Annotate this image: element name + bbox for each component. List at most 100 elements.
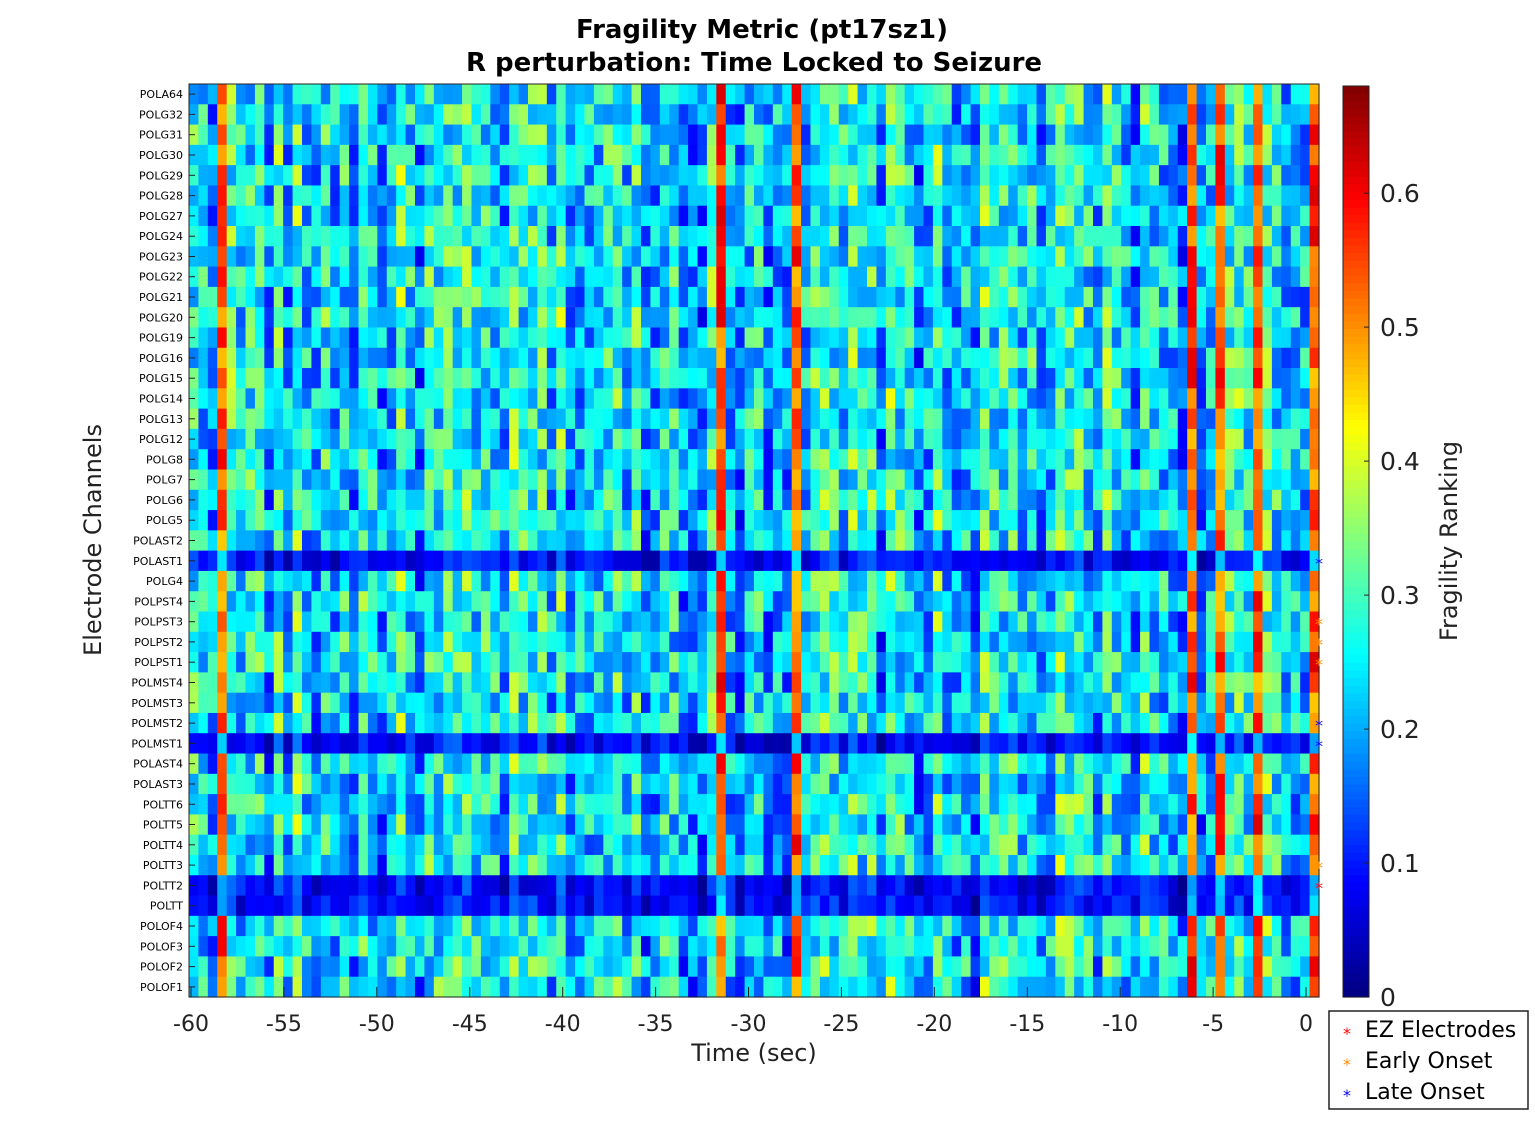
heatmap-cell (565, 368, 576, 389)
heatmap-cell (556, 530, 567, 552)
heatmap-cell (1243, 570, 1254, 592)
heatmap-cell (283, 368, 294, 389)
heatmap-cell (480, 530, 491, 552)
heatmap-cell (612, 712, 623, 734)
heatmap-cell (349, 307, 360, 329)
heatmap-cell (914, 408, 925, 430)
heatmap-cell (499, 773, 510, 795)
heatmap-cell (1140, 753, 1151, 775)
heatmap-cell (1093, 814, 1104, 836)
heatmap-cell (612, 327, 623, 349)
heatmap-cell (961, 834, 972, 856)
heatmap-cell (349, 570, 360, 592)
heatmap-cell (386, 347, 397, 369)
heatmap-cell (556, 652, 567, 673)
heatmap-cell (283, 307, 294, 329)
heatmap-cell (1140, 226, 1151, 247)
heatmap-cell (405, 530, 416, 552)
heatmap-cell (283, 672, 294, 694)
heatmap-cell (980, 611, 991, 633)
heatmap-cell (584, 84, 595, 105)
heatmap-cell (311, 428, 322, 450)
heatmap-cell (415, 631, 426, 653)
heatmap-cell (669, 469, 680, 491)
heatmap-cell (1271, 205, 1282, 227)
heatmap-cell (848, 144, 859, 166)
heatmap-cell (367, 185, 378, 207)
heatmap-cell (358, 266, 369, 288)
heatmap-cell (612, 347, 623, 369)
heatmap-cell (1074, 895, 1085, 917)
heatmap-cell (537, 550, 548, 572)
heatmap-cell (1253, 368, 1264, 389)
heatmap-cell (848, 368, 859, 389)
heatmap-cell (1045, 652, 1056, 673)
heatmap-cell (433, 347, 444, 369)
heatmap-cell (923, 226, 934, 247)
heatmap-cell (857, 591, 868, 613)
heatmap-cell (1045, 834, 1056, 856)
heatmap-cell (857, 692, 868, 714)
heatmap-cell (650, 631, 661, 653)
heatmap-cell (631, 875, 642, 897)
heatmap-cell (584, 895, 595, 917)
heatmap-cell (989, 428, 1000, 450)
heatmap-cell (556, 753, 567, 775)
heatmap-cell (754, 814, 765, 836)
heatmap-cell (377, 773, 388, 795)
heatmap-cell (989, 834, 1000, 856)
heatmap-cell (556, 733, 567, 755)
heatmap-cell (1262, 144, 1273, 166)
heatmap-cell (1008, 712, 1019, 734)
heatmap-cell (1083, 388, 1094, 410)
heatmap-cell (1158, 530, 1169, 552)
heatmap-cell (452, 915, 463, 937)
heatmap-cell (1149, 124, 1160, 146)
heatmap-cell (518, 652, 529, 673)
heatmap-cell (735, 550, 746, 572)
heatmap-cell (1140, 712, 1151, 734)
heatmap-cell (226, 692, 237, 714)
heatmap-cell (396, 449, 407, 471)
heatmap-cell (744, 753, 755, 775)
heatmap-cell (1055, 428, 1066, 450)
heatmap-cell (838, 570, 849, 592)
heatmap-cell (198, 327, 209, 349)
heatmap-cell (961, 611, 972, 633)
heatmap-cell (641, 854, 652, 876)
heatmap-cell (1074, 368, 1085, 389)
heatmap-cell (207, 834, 218, 856)
heatmap-cell (622, 672, 633, 694)
heatmap-cell (725, 794, 736, 815)
heatmap-cell (980, 84, 991, 105)
heatmap-cell (499, 814, 510, 836)
heatmap-cell (1177, 773, 1188, 795)
heatmap-cell (283, 84, 294, 105)
heatmap-cell (264, 408, 275, 430)
heatmap-cell (226, 489, 237, 511)
heatmap-cell (1036, 388, 1047, 410)
heatmap-cell (697, 895, 708, 917)
heatmap-cell (226, 794, 237, 815)
heatmap-cell (528, 388, 539, 410)
heatmap-cell (857, 368, 868, 389)
heatmap-cell (932, 246, 943, 268)
heatmap-cell (1187, 814, 1198, 836)
heatmap-cell (1055, 672, 1066, 694)
heatmap-cell (885, 144, 896, 166)
heatmap-cell (546, 652, 557, 673)
heatmap-cell (970, 104, 981, 126)
heatmap-cell (819, 205, 830, 227)
heatmap-cell (848, 773, 859, 795)
heatmap-cell (782, 368, 793, 389)
heatmap-cell (1309, 185, 1320, 207)
heatmap-cell (245, 591, 256, 613)
heatmap-cell (320, 611, 331, 633)
heatmap-cell (923, 875, 934, 897)
heatmap-cell (367, 814, 378, 836)
heatmap-cell (688, 327, 699, 349)
heatmap-cell (1262, 226, 1273, 247)
heatmap-cell (980, 692, 991, 714)
heatmap-cell (876, 185, 887, 207)
heatmap-cell (273, 368, 284, 389)
